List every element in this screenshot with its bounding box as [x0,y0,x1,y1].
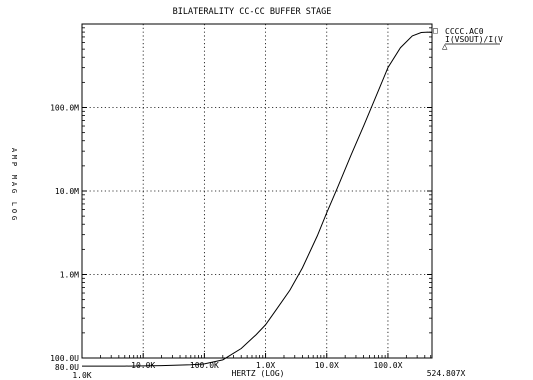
series-line [82,31,433,367]
x-axis-end-label: 524.807X [427,369,466,378]
y-axis-label-glyph: P [10,162,18,166]
minor-ticks [81,27,432,359]
y-axis-label-glyph: A [10,182,18,187]
y-axis-label-glyph: O [10,209,18,213]
y-tick-label: 100.0U [50,354,79,363]
x-tick-label: 100.0X [373,361,402,370]
legend: □ CCCC.AC0 I(VSOUT)/I(V △ [433,26,503,52]
legend-line-2: I(VSOUT)/I(V [445,35,503,44]
y-axis-label-glyph: A [10,148,18,153]
x-tick-label: 1.0K [72,371,91,380]
y-tick-label: 1.0M [60,271,79,280]
y-tick-label: 10.0M [55,187,79,196]
x-tick-label: 1.0X [256,361,275,370]
legend-marker-triangle: △ [442,42,448,52]
y-axis-label-glyph: G [10,189,18,193]
y-axis-label-glyph: L [10,202,18,206]
x-tick-label: 10.0X [315,361,339,370]
x-axis-label: HERTZ (LOG) [232,369,285,378]
x-tick-label: 100.0K [190,361,219,370]
y-axis-bottom-label: 80.0U [55,363,79,372]
legend-marker-square: □ [433,26,438,35]
grid-lines [82,24,432,358]
legend-line-1: CCCC.AC0 [445,27,484,36]
y-axis-label-glyph: M [10,175,18,179]
chart-title: BILATERALITY CC-CC BUFFER STAGE [173,7,332,17]
y-axis-label-glyph: G [10,216,18,220]
y-tick-label: 100.0M [50,104,79,113]
y-axis-tick-labels: 100.0U 1.0M 10.0M 100.0M [50,104,79,364]
y-axis-label-glyph: M [10,155,18,159]
